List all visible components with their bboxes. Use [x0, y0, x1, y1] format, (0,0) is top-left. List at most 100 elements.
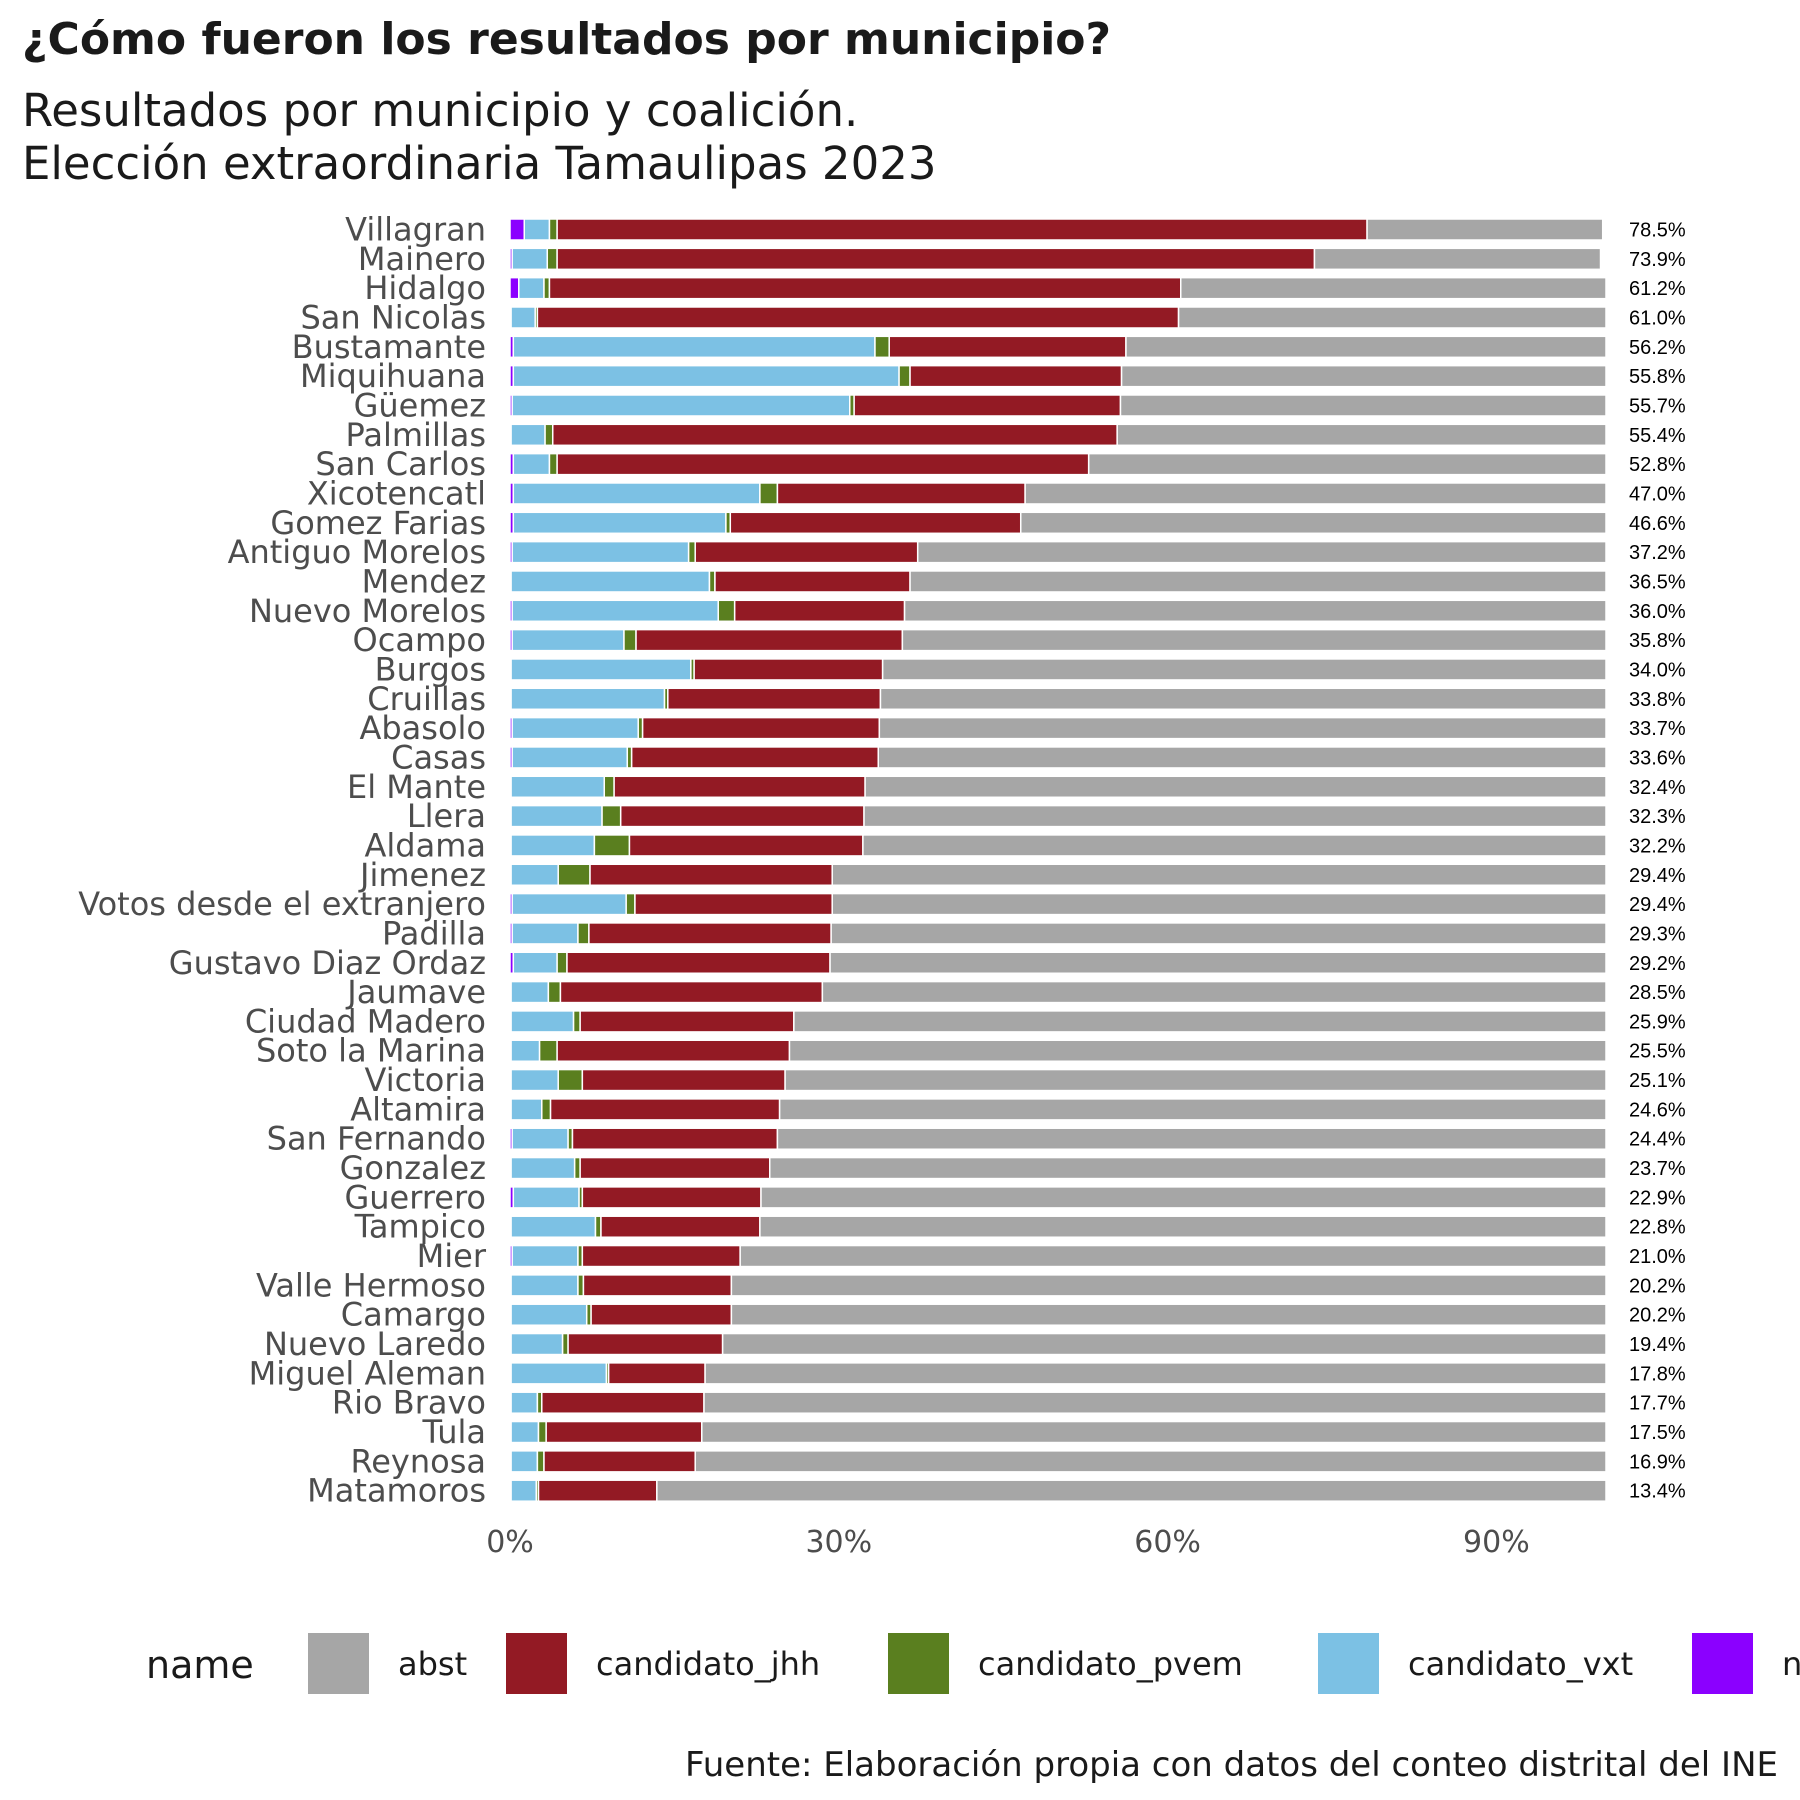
bar-segment-nulos: [509, 218, 525, 241]
x-tick-label: 90%: [1463, 1525, 1530, 1560]
legend-label: abst: [398, 1645, 467, 1683]
bar-segment-candidato_vxt: [518, 276, 545, 300]
row-percent-label: 13.4%: [1629, 1481, 1686, 1503]
bar-segment-abst: [878, 716, 1607, 740]
chart-subtitle: Resultados por municipio y coalición. El…: [22, 84, 936, 190]
bar-segment-candidato_pvem: [548, 452, 558, 476]
bar-segment-abst: [901, 628, 1607, 652]
bar-segment-candidato_vxt: [510, 1479, 538, 1502]
row-label: Villagran: [345, 211, 486, 249]
row-label: Güemez: [354, 386, 486, 424]
row-percent-label: 55.8%: [1629, 366, 1686, 388]
bar-segment-candidato_vxt: [511, 892, 627, 916]
x-axis-ticks: 0% 30% 60% 90%: [486, 1525, 1530, 1560]
row-label: Xicotencatl: [307, 474, 486, 512]
row-percent-label: 36.0%: [1629, 601, 1686, 623]
row-label: Casas: [391, 738, 486, 776]
bar-segment-candidato_vxt: [510, 1450, 539, 1473]
row-percent-label: 29.4%: [1629, 865, 1686, 887]
bar-segment-candidato_jhh: [694, 540, 919, 564]
row-percent-label: 55.7%: [1629, 395, 1686, 417]
bar-segment-candidato_vxt: [510, 1156, 576, 1180]
row-percent-label: 17.7%: [1629, 1393, 1686, 1415]
bar-segment-candidato_vxt: [512, 511, 727, 535]
bar-segment-candidato_pvem: [603, 775, 615, 799]
bar-segment-nulos: [509, 276, 520, 300]
row-label: Gomez Farias: [270, 504, 486, 542]
bar-segment-candidato_jhh: [909, 364, 1123, 388]
bar-segment-candidato_vxt: [511, 1244, 579, 1268]
bar-segment-candidato_vxt: [523, 218, 551, 241]
bar-segment-abst: [829, 951, 1607, 974]
row-label: Nuevo Laredo: [264, 1325, 486, 1363]
bar-segment-candidato_jhh: [559, 980, 824, 1004]
bar-segment-abst: [721, 1332, 1607, 1356]
bar-segment-candidato_vxt: [512, 364, 900, 388]
bar-segment-candidato_pvem: [717, 599, 736, 623]
bar-segment-abst: [730, 1303, 1607, 1326]
bar-segment-abst: [701, 1420, 1607, 1444]
bar-segment-candidato_vxt: [511, 247, 549, 271]
row-label: San Carlos: [315, 445, 486, 483]
bar-segment-abst: [793, 1010, 1607, 1033]
row-percent-label: 61.0%: [1629, 307, 1686, 329]
row-percent-label: 33.6%: [1629, 747, 1686, 769]
row-percent-label: 29.2%: [1629, 953, 1686, 975]
bar-segment-candidato_jhh: [729, 511, 1022, 535]
bar-segment-candidato_vxt: [510, 570, 711, 593]
row-label: Matamoros: [307, 1472, 486, 1510]
bar-segment-abst: [916, 540, 1607, 564]
bar-segment-candidato_vxt: [510, 1362, 608, 1385]
row-label: Antiguo Morelos: [228, 533, 486, 571]
bar-segment-abst: [778, 1098, 1607, 1121]
row-label: Votos desde el extranjero: [78, 885, 486, 923]
bar-segment-candidato_jhh: [667, 687, 882, 711]
bar-segment-candidato_pvem: [536, 1450, 545, 1473]
bar-segment-abst: [788, 1039, 1607, 1062]
bar-segment-abst: [1024, 482, 1607, 505]
row-label: Burgos: [375, 650, 486, 688]
row-label: Ocampo: [353, 621, 486, 659]
bar-segment-candidato_jhh: [628, 834, 864, 857]
bar-segment-candidato_vxt: [510, 834, 596, 857]
bar-segment-candidato_pvem: [687, 540, 696, 564]
row-percent-label: 55.4%: [1629, 425, 1686, 447]
bar-segment-candidato_pvem: [548, 218, 558, 241]
row-label: Gonzalez: [340, 1149, 486, 1187]
bar-segment-candidato_pvem: [557, 863, 591, 887]
bar-segment-candidato_jhh: [551, 423, 1118, 447]
row-percent-label: 21.0%: [1629, 1246, 1686, 1268]
row-percent-label: 37.2%: [1629, 542, 1686, 564]
legend-swatch: [506, 1633, 567, 1694]
row-percent-label: 29.4%: [1629, 894, 1686, 916]
legend-label: candidato_pvem: [978, 1645, 1243, 1683]
row-label: Miguel Aleman: [249, 1354, 486, 1392]
row-label: Tula: [422, 1413, 486, 1451]
bar-segment-abst: [703, 1391, 1607, 1414]
bar-segment-abst: [784, 1068, 1607, 1092]
row-label: Guerrero: [344, 1178, 486, 1216]
bar-segment-candidato_pvem: [547, 980, 562, 1004]
bar-segment-candidato_jhh: [590, 1303, 733, 1326]
bar-segment-abst: [862, 834, 1607, 857]
bar-segment-candidato_jhh: [567, 1332, 724, 1356]
row-percent-label: 46.6%: [1629, 513, 1686, 535]
subtitle-line-1: Resultados por municipio y coalición.: [22, 84, 859, 137]
bar-segment-abst: [1125, 335, 1607, 359]
bar-segment-candidato_jhh: [589, 863, 833, 887]
row-label: Palmillas: [346, 416, 486, 454]
bar-segment-candidato_jhh: [733, 599, 906, 623]
bar-segment-abst: [881, 658, 1607, 681]
bar-segment-candidato_jhh: [571, 1127, 779, 1150]
row-percent-label: 47.0%: [1629, 483, 1686, 505]
row-percent-label: 32.4%: [1629, 777, 1686, 799]
row-percent-label: 32.2%: [1629, 835, 1686, 857]
bar-segment-candidato_vxt: [511, 922, 579, 945]
row-label: Mier: [417, 1237, 487, 1275]
bar-segment-abst: [879, 687, 1607, 711]
bar-segment-abst: [760, 1186, 1607, 1209]
row-percent-label: 56.2%: [1629, 337, 1686, 359]
bar-segment-candidato_pvem: [538, 1039, 558, 1062]
bar-segment-candidato_jhh: [634, 892, 833, 916]
